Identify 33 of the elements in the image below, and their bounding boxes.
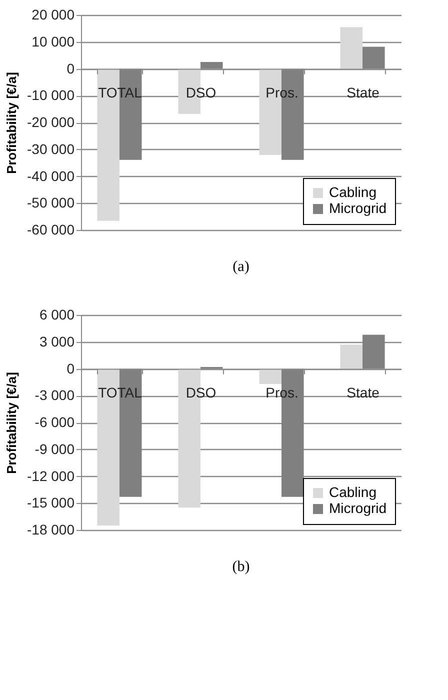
- y-tick-label: -9 000: [34, 440, 75, 457]
- legend-label: Microgrid: [329, 200, 387, 216]
- x-tick-label: DSO: [186, 84, 216, 100]
- y-tick-label: -20 000: [27, 114, 75, 130]
- text: (b): [232, 559, 250, 575]
- y-tick-label: -30 000: [27, 140, 75, 157]
- y-tick-label: 0: [66, 360, 75, 376]
- y-tick-label: 3 000: [39, 333, 75, 350]
- x-tick-label: State: [346, 84, 380, 100]
- bar: [340, 27, 363, 69]
- y-tick-label: -18 000: [27, 522, 75, 538]
- y-tick-label: -50 000: [27, 194, 75, 211]
- legend-label: Cabling: [329, 184, 376, 200]
- y-tick-label: 10 000: [32, 33, 75, 50]
- y-tick-label: -60 000: [27, 222, 75, 238]
- x-tick-label: State: [346, 384, 380, 400]
- x-tick-label: DSO: [186, 384, 216, 400]
- y-tick-label: -40 000: [27, 168, 75, 184]
- y-axis-title: Profitability [€/a]: [4, 72, 20, 174]
- y-tick-label: -3 000: [34, 387, 75, 404]
- legend-label: Cabling: [329, 484, 376, 500]
- y-tick-label: 6 000: [39, 306, 75, 322]
- y-tick-label: 20 000: [32, 6, 75, 22]
- legend-label: Microgrid: [329, 500, 387, 516]
- bar: [259, 368, 282, 384]
- y-tick-label: -10 000: [27, 87, 75, 104]
- bar: [340, 344, 363, 369]
- y-tick-label: 0: [66, 60, 75, 76]
- text: (a): [232, 259, 250, 275]
- y-axis-title: Profitability [€/a]: [4, 372, 20, 474]
- y-tick-label: -15 000: [27, 494, 75, 511]
- y-tick-label: -12 000: [27, 468, 75, 484]
- y-tick-label: -6 000: [34, 414, 75, 430]
